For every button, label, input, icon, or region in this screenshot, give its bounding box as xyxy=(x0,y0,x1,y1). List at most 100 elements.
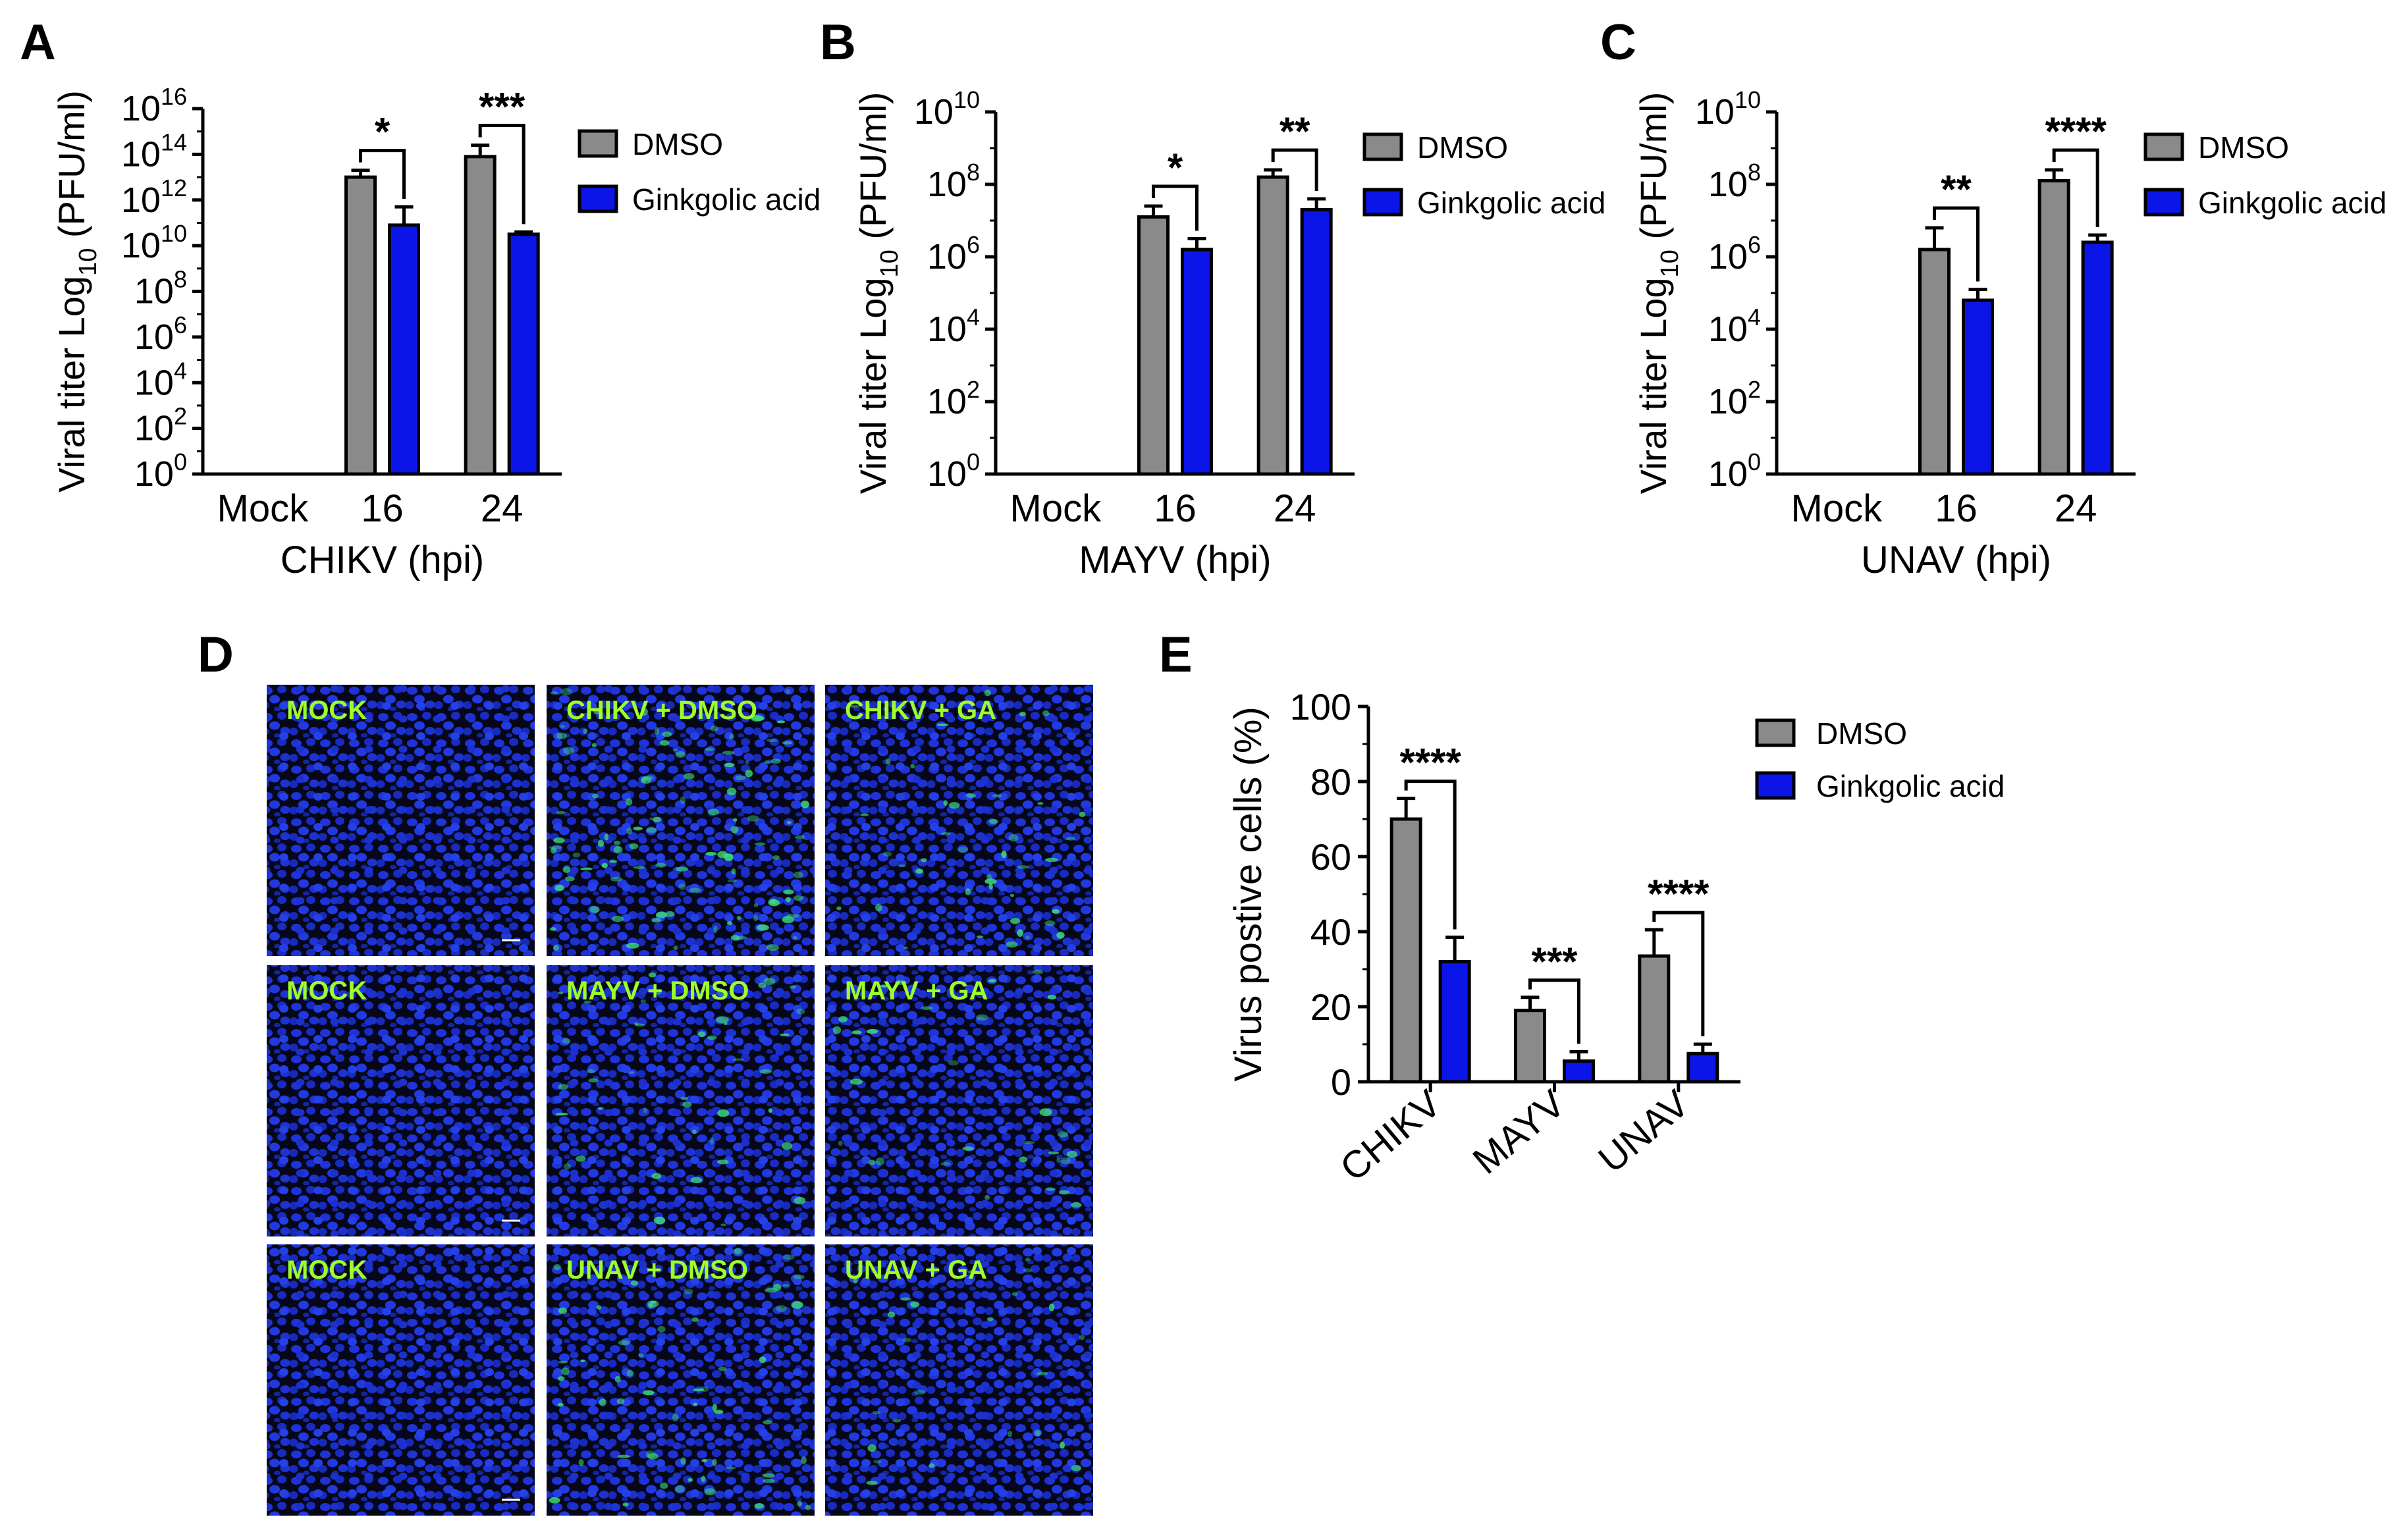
infected-cell-signal xyxy=(915,868,924,874)
infected-cell-signal xyxy=(733,818,738,822)
infected-cell-signal xyxy=(614,1375,621,1383)
infected-cell-signal xyxy=(558,1307,568,1314)
infected-cell-signal xyxy=(903,946,908,950)
micrograph-label: MOCK xyxy=(286,976,367,1005)
infected-cell-signal xyxy=(1066,1150,1078,1158)
y-axis-label: Viral titer Log10 (PFU/ml) xyxy=(1632,92,1684,494)
x-tick-label: 16 xyxy=(1935,487,1978,530)
infected-cell-signal xyxy=(838,1016,848,1022)
y-tick-label: 1014 xyxy=(121,128,187,174)
legend-label: DMSO xyxy=(1816,716,1907,751)
infected-cell-signal xyxy=(673,945,678,951)
infected-cell-signal xyxy=(1019,711,1027,717)
y-tick-base: 10 xyxy=(927,309,967,349)
infected-cell-signal xyxy=(717,1109,730,1117)
y-tick-exponent: 12 xyxy=(161,174,187,201)
x-axis-label: UNAV (hpi) xyxy=(1861,539,2051,581)
infected-cell-signal xyxy=(556,732,568,739)
infected-cell-signal xyxy=(967,1269,980,1275)
legend-label: DMSO xyxy=(632,127,723,161)
y-tick-base: 10 xyxy=(1708,237,1748,277)
legend-swatch xyxy=(1362,188,1403,217)
y-tick-base: 10 xyxy=(121,134,161,174)
x-tick-label: 24 xyxy=(1274,487,1316,530)
infected-cell-signal xyxy=(948,802,960,809)
x-axis-label: CHIKV (hpi) xyxy=(281,539,484,581)
micrograph-nuclei-layer xyxy=(547,965,815,1236)
infected-cell-signal xyxy=(722,751,735,755)
infected-cell-signal xyxy=(793,895,804,901)
infected-cell-signal xyxy=(611,915,624,922)
infected-cell-signal xyxy=(712,1458,717,1466)
infected-cell-signal xyxy=(729,733,734,740)
y-tick-exponent: 2 xyxy=(967,376,980,403)
infected-cell-signal xyxy=(1025,936,1030,940)
infected-cell-signal xyxy=(713,925,718,934)
infected-cell-signal xyxy=(747,815,759,822)
y-tick-label: 102 xyxy=(134,403,187,448)
y-tick-base: 10 xyxy=(1708,382,1748,421)
significance-stars: **** xyxy=(2045,109,2107,153)
y-tick-label: 106 xyxy=(927,231,980,277)
legend-swatch xyxy=(2143,132,2184,161)
infected-cell-signal xyxy=(560,688,573,696)
infected-cell-signal xyxy=(593,708,600,715)
y-tick-label: 1016 xyxy=(121,83,187,128)
panel-letter-a: A xyxy=(20,14,56,70)
infected-cell-signal xyxy=(660,739,670,746)
micrograph-label: UNAV + GA xyxy=(845,1256,987,1285)
infected-cell-signal xyxy=(1036,1371,1048,1375)
infected-cell-signal xyxy=(557,1402,564,1407)
x-tick-label: Mock xyxy=(1010,487,1102,530)
infected-cell-signal xyxy=(1060,1157,1071,1165)
infected-cell-signal xyxy=(690,1177,703,1184)
infected-cell-signal xyxy=(550,847,557,854)
infected-cell-signal xyxy=(875,1157,885,1165)
y-tick-label: 0 xyxy=(1331,1061,1351,1103)
infected-cell-signal xyxy=(557,1376,565,1381)
infected-cell-signal xyxy=(860,813,869,816)
legend-swatch xyxy=(1755,718,1796,747)
infected-cell-signal xyxy=(712,1403,717,1412)
infected-cell-signal xyxy=(1017,929,1023,937)
infected-cell-signal xyxy=(731,868,736,875)
infected-cell-signal xyxy=(801,800,809,809)
infected-cell-signal xyxy=(786,897,791,903)
y-axis-label-subscript: 10 xyxy=(74,248,102,276)
infected-cell-signal xyxy=(1001,850,1007,859)
infected-cell-signal xyxy=(853,1278,858,1284)
infected-cell-signal xyxy=(984,689,991,697)
x-tick-label: Mock xyxy=(217,487,310,530)
infected-cell-signal xyxy=(986,874,992,882)
infected-cell-signal xyxy=(988,882,993,890)
infected-cell-signal xyxy=(753,903,759,907)
micrograph-nuclei-layer xyxy=(547,685,815,956)
infected-cell-signal xyxy=(730,826,739,834)
y-tick-label: 100 xyxy=(1290,686,1351,728)
infected-cell-signal xyxy=(873,1460,882,1464)
y-tick-base: 10 xyxy=(134,409,174,448)
infected-cell-signal xyxy=(707,809,720,816)
infected-cell-signal xyxy=(759,1069,772,1075)
bar-ginkgolic-acid xyxy=(1563,1059,1595,1084)
infected-cell-signal xyxy=(562,1038,571,1044)
infected-cell-signal xyxy=(976,1014,988,1021)
infected-cell-signal xyxy=(866,1481,878,1485)
infected-cell-signal xyxy=(940,1161,951,1166)
legend-label: Ginkgolic acid xyxy=(632,182,821,217)
infected-cell-signal xyxy=(597,839,605,847)
infected-cell-signal xyxy=(580,867,593,870)
y-tick-base: 10 xyxy=(927,454,967,494)
infected-cell-signal xyxy=(984,1194,990,1200)
legend-label: DMSO xyxy=(2198,130,2289,165)
infected-cell-signal xyxy=(910,1301,920,1308)
infected-cell-signal xyxy=(786,820,792,825)
infected-cell-signal xyxy=(596,1305,602,1310)
infected-cell-signal xyxy=(580,1359,585,1362)
y-tick-base: 10 xyxy=(121,226,161,265)
infected-cell-signal xyxy=(766,944,780,951)
infected-cell-signal xyxy=(687,1477,693,1482)
infected-cell-signal xyxy=(684,1288,693,1295)
infected-cell-signal xyxy=(662,731,672,737)
